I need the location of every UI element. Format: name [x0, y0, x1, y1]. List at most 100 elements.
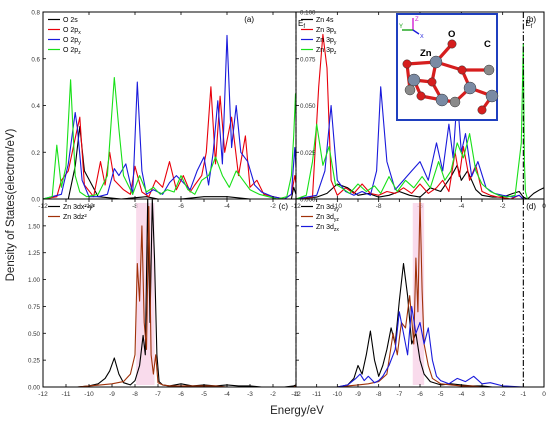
x-tick-label: -11: [312, 391, 321, 398]
series-line-d-1: [296, 199, 544, 387]
x-axis-arrow: [412, 29, 420, 35]
x-tick-label: -11: [62, 391, 71, 398]
y-tick-label: 0.100: [300, 10, 316, 17]
x-tick-label: 0: [542, 391, 546, 398]
series-line-c-1: [43, 205, 296, 387]
x-tick-label: -2: [500, 391, 506, 398]
legend-label: Zn 3dx²-y²: [63, 204, 96, 211]
panel-letter: (a): [244, 15, 254, 24]
legend-label: Zn 3dxy: [316, 204, 339, 213]
atom-c3: [404, 84, 416, 96]
legend-label: O 2py: [63, 37, 81, 46]
atom-o3: [457, 65, 467, 75]
legend-label: Zn 3pz: [316, 47, 337, 56]
x-tick-label: -12: [38, 391, 48, 398]
y-tick-label: 1.25: [28, 250, 41, 257]
series-line-a-0: [43, 125, 296, 199]
panel-letter: (b): [526, 15, 536, 24]
atom-o6: [477, 105, 487, 115]
series-line-b-3: [296, 43, 544, 199]
atom-c2: [449, 96, 461, 108]
legend-label: Zn 3dyz: [316, 214, 339, 223]
x-tick-label: -4: [458, 203, 464, 210]
x-tick-label: -8: [376, 391, 382, 398]
atom-z2: [463, 81, 477, 95]
legend-label: Zn 4s: [316, 17, 334, 24]
legend-label: O 2s: [63, 17, 78, 24]
x-tick-label: -9: [355, 391, 361, 398]
x-tick-label: -7: [396, 391, 402, 398]
x-tick-label: -2: [270, 203, 276, 210]
atom-z5: [485, 89, 499, 103]
atom-o4: [402, 59, 412, 69]
fermi-label: Ef: [298, 19, 305, 30]
y-tick-label: 0.050: [300, 103, 316, 110]
x-tick-label: -6: [178, 203, 184, 210]
series-line-c-0: [43, 199, 296, 387]
x-tick-label: -4: [224, 391, 230, 398]
panels: Ef(a)-12 -10 -8 -6 -4 -20.00.20.40.60.8O 2sO …: [28, 10, 546, 399]
y-tick-label: 0.75: [28, 304, 41, 311]
panel-c: (c) -12 -11 -10 -9 -8 -7 -6 -5 -4 -3 -2 -1 0.00 0.25 0.…: [28, 198, 299, 398]
y-tick-label: 0.000: [300, 197, 316, 204]
y-tick-label: 1.00: [28, 277, 41, 284]
z-axis-label: Z: [415, 17, 419, 23]
atom-o1: [447, 39, 457, 49]
x-tick-label: -10: [333, 203, 343, 210]
x-tick-label: -8: [132, 391, 138, 398]
x-tick-label: -6: [417, 391, 423, 398]
atom-z3: [407, 73, 421, 87]
panel-b: Ef(b)-12-10-8-6-4-200.0000.0250.0500.075…: [291, 10, 546, 211]
structure-inset: Z Y X Zn O C: [396, 13, 499, 121]
legend-label: Zn 3px: [316, 27, 337, 36]
x-tick-label: -9: [109, 391, 115, 398]
x-tick-label: -3: [247, 391, 253, 398]
x-tick-label: -4: [224, 203, 230, 210]
x-tick-label: -10: [84, 391, 94, 398]
x-tick-label: -4: [458, 391, 464, 398]
y-tick-label: 0.6: [31, 56, 40, 63]
panel-letter: (c): [279, 202, 289, 211]
y-tick-label: 0.0: [31, 197, 40, 204]
x-tick-label: -1: [293, 391, 299, 398]
legend-label: Zn 3py: [316, 37, 337, 46]
x-tick-label: -2: [270, 391, 276, 398]
legend-label: O 2pz: [63, 47, 81, 56]
legend-label: Zn 3dzx: [316, 224, 339, 233]
y-tick-label: 0.075: [300, 56, 316, 63]
y-tick-label: 0.2: [31, 150, 40, 157]
atom-z4: [435, 93, 449, 107]
atom-zn: [429, 55, 443, 69]
panel-a: Ef(a)-12 -10 -8 -6 -4 -20.00.20.40.60.8O 2sO …: [31, 10, 305, 211]
x-tick-label: -1: [520, 391, 526, 398]
x-tick-label: -5: [201, 391, 207, 398]
series-line-d-2: [296, 305, 544, 387]
x-tick-label: -6: [178, 391, 184, 398]
x-tick-label: -12: [291, 391, 301, 398]
y-tick-label: 0.4: [31, 103, 40, 110]
y-axis-title: Density of States(electron/eV): [5, 128, 17, 281]
x-tick-label: -10: [333, 391, 343, 398]
atom-o2: [416, 91, 426, 101]
x-tick-label: -10: [84, 203, 94, 210]
zn-label: Zn: [420, 48, 432, 59]
y-tick-label: 1.50: [28, 223, 41, 230]
series-line-a-2: [43, 34, 296, 199]
c-label: C: [484, 39, 491, 50]
panel-d: (d)-12 -11 -10 -9 -8 -7 -6 -5 -4 -3 -2 -1 0Zn 3dxyZn…: [291, 198, 546, 398]
x-tick-label: -8: [132, 203, 138, 210]
x-tick-label: -5: [438, 391, 444, 398]
x-tick-label: -3: [479, 391, 485, 398]
x-axis-label: X: [420, 34, 424, 40]
x-axis-title: Energy/eV: [270, 405, 324, 417]
fermi-label: Ef: [525, 19, 532, 30]
legend-label: Zn 3dz²: [63, 214, 87, 221]
legend-label: O 2px: [63, 27, 81, 36]
o-label: O: [448, 29, 455, 40]
atom-c1: [483, 64, 495, 76]
y-tick-label: 0.8: [31, 10, 40, 17]
y-tick-label: 0.25: [28, 358, 41, 365]
x-tick-label: -7: [155, 391, 161, 398]
y-axis-label: Y: [399, 24, 403, 30]
